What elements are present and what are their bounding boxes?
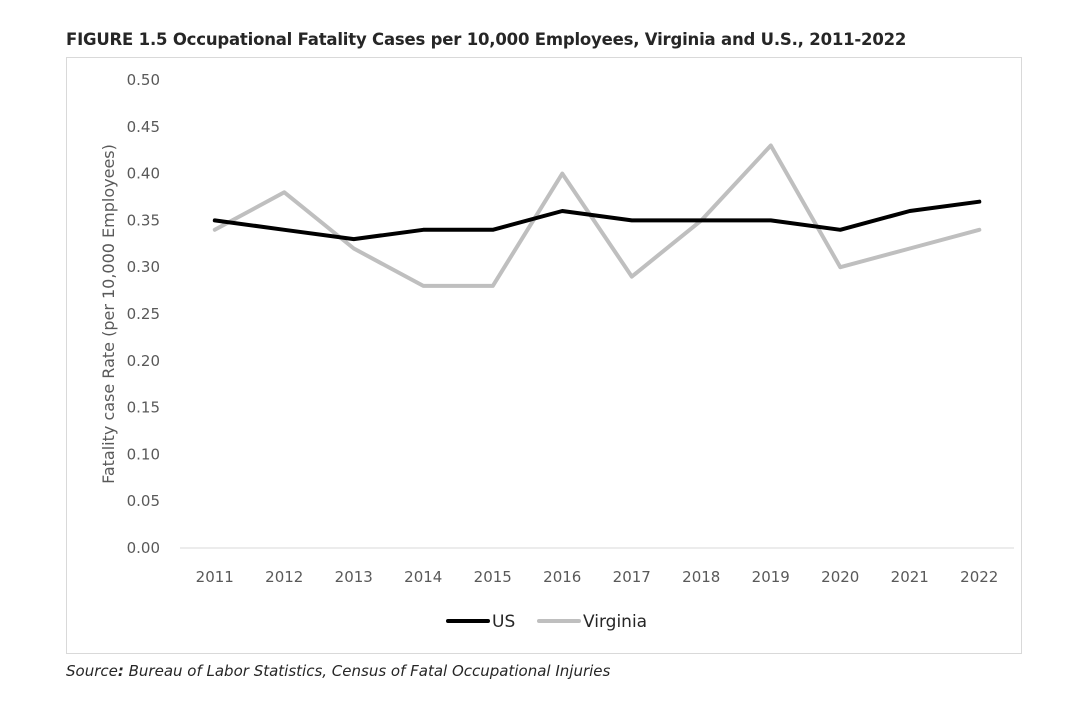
y-tick-label: 0.00 [127,539,160,557]
y-tick-label: 0.05 [127,492,160,510]
series-line-us [212,199,982,242]
y-tick-label: 0.15 [127,399,160,417]
legend-label-virginia: Virginia [583,612,647,632]
y-axis-label: Fatality case Rate (per 10,000 Employees… [99,144,118,484]
x-tick-label: 2018 [682,568,720,586]
x-tick-label: 2022 [960,568,998,586]
x-tick-label: 2021 [891,568,929,586]
chart-title: FIGURE 1.5 Occupational Fatality Cases p… [66,30,907,49]
source-note: Source: Bureau of Labor Statistics, Cens… [66,662,610,680]
y-tick-label: 0.35 [127,211,160,229]
x-tick-label: 2016 [543,568,581,586]
x-tick-label: 2020 [821,568,859,586]
source-colon: : [117,662,124,680]
x-tick-label: 2012 [265,568,303,586]
y-tick-label: 0.40 [127,165,160,183]
y-tick-label: 0.25 [127,305,160,323]
chart-frame [66,57,1022,654]
x-tick-label: 2014 [404,568,442,586]
y-tick-label: 0.30 [127,258,160,276]
x-tick-label: 2013 [335,568,373,586]
x-tick-label: 2019 [752,568,790,586]
x-tick-label: 2015 [474,568,512,586]
y-tick-label: 0.20 [127,352,160,370]
x-tick-label: 2011 [196,568,234,586]
source-text: Bureau of Labor Statistics, Census of Fa… [123,662,611,680]
x-tick-label: 2017 [613,568,651,586]
y-tick-label: 0.50 [127,71,160,89]
legend-label-us: US [492,612,515,632]
y-tick-label: 0.10 [127,445,160,463]
source-label: Source [66,662,118,680]
y-tick-label: 0.45 [127,118,160,136]
